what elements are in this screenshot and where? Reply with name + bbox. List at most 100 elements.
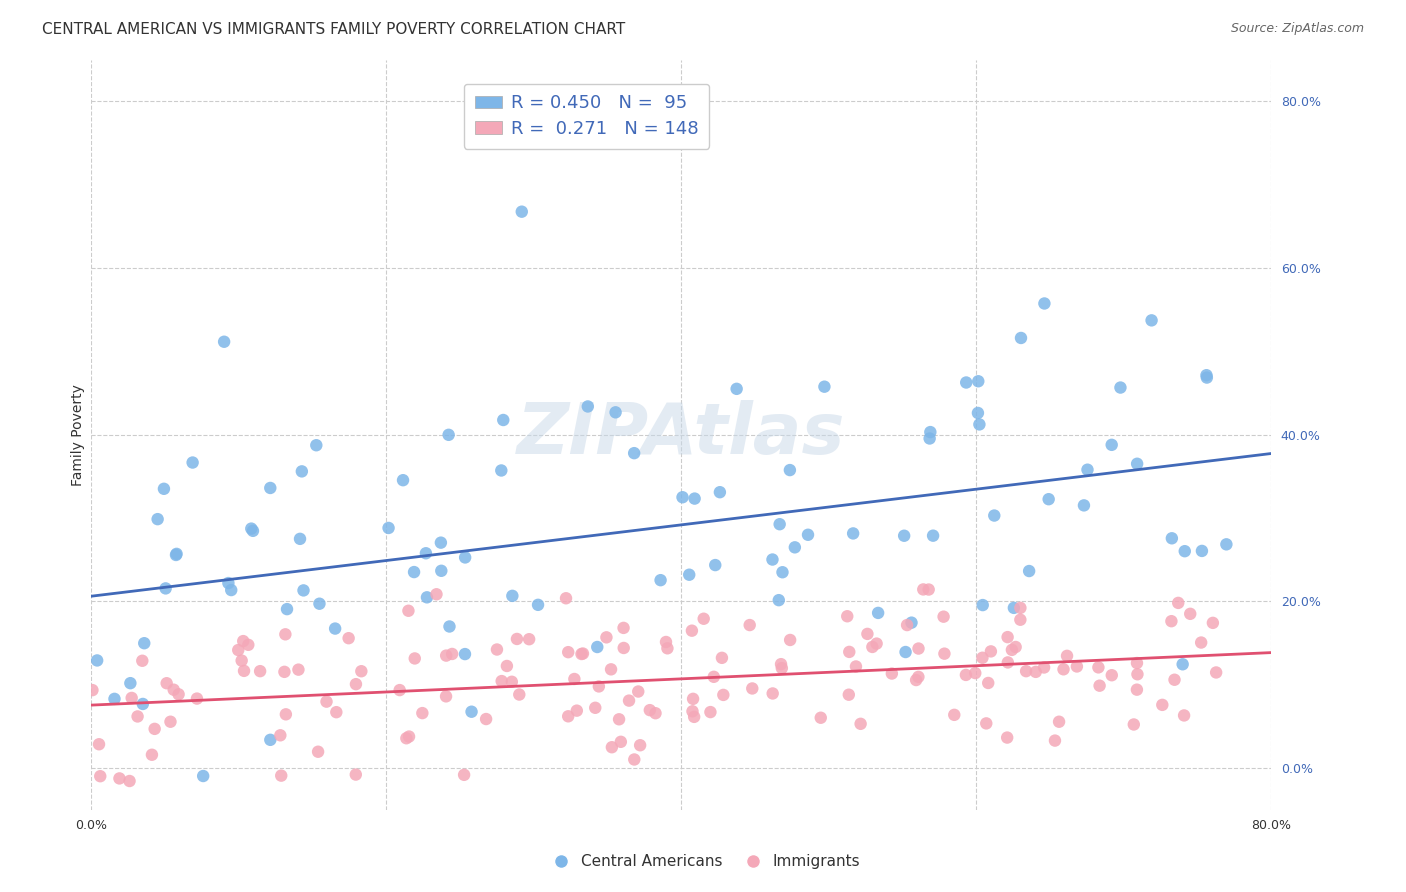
Point [1171, 657, 1194, 672]
Point [972, 650, 994, 665]
Point [1122, 717, 1144, 731]
Point [583, 700, 606, 714]
Point [943, 707, 966, 722]
Point [905, 673, 928, 687]
Point [1195, 368, 1218, 383]
Point [274, 627, 297, 641]
Point [572, 647, 595, 661]
Point [838, 645, 860, 659]
Point [761, 552, 783, 566]
Point [555, 591, 578, 606]
Point [1126, 656, 1149, 670]
Point [1163, 673, 1185, 687]
Point [153, 482, 176, 496]
Point [1195, 370, 1218, 384]
Point [838, 688, 860, 702]
Point [600, 662, 623, 676]
Point [439, 619, 461, 633]
Point [315, 695, 337, 709]
Point [377, 521, 399, 535]
Point [627, 684, 650, 698]
Point [997, 630, 1019, 644]
Point [501, 674, 523, 689]
Point [402, 565, 425, 579]
Point [132, 697, 155, 711]
Point [233, 664, 256, 678]
Point [955, 376, 977, 390]
Point [912, 582, 935, 597]
Point [682, 691, 704, 706]
Point [395, 731, 418, 746]
Legend: R = 0.450   N =  95, R =  0.271   N = 148: R = 0.450 N = 95, R = 0.271 N = 148 [464, 84, 709, 149]
Point [860, 640, 883, 654]
Text: Source: ZipAtlas.com: Source: ZipAtlas.com [1230, 22, 1364, 36]
Point [762, 686, 785, 700]
Point [769, 517, 792, 532]
Point [918, 582, 941, 597]
Point [628, 738, 651, 752]
Point [437, 427, 460, 442]
Point [396, 604, 419, 618]
Point [710, 650, 733, 665]
Point [704, 558, 727, 572]
Point [770, 657, 793, 672]
Point [711, 688, 734, 702]
Point [1215, 537, 1237, 551]
Point [1126, 667, 1149, 681]
Point [1033, 296, 1056, 310]
Point [783, 541, 806, 555]
Point [983, 508, 1005, 523]
Point [617, 693, 640, 707]
Point [1052, 662, 1074, 676]
Point [683, 491, 706, 506]
Point [1173, 708, 1195, 723]
Point [510, 204, 533, 219]
Point [738, 618, 761, 632]
Point [650, 573, 672, 587]
Point [323, 622, 346, 636]
Point [842, 526, 865, 541]
Point [398, 730, 420, 744]
Point [344, 677, 367, 691]
Point [121, 690, 143, 705]
Point [623, 752, 645, 766]
Point [770, 661, 793, 675]
Point [238, 638, 260, 652]
Point [768, 593, 790, 607]
Point [655, 635, 678, 649]
Point [269, 728, 291, 742]
Point [845, 659, 868, 673]
Point [974, 716, 997, 731]
Point [1109, 380, 1132, 394]
Point [501, 589, 523, 603]
Point [186, 691, 208, 706]
Point [1191, 544, 1213, 558]
Point [344, 767, 367, 781]
Point [932, 609, 955, 624]
Point [163, 682, 186, 697]
Point [1001, 643, 1024, 657]
Point [1076, 463, 1098, 477]
Point [259, 481, 281, 495]
Point [1047, 714, 1070, 729]
Point [249, 664, 271, 678]
Point [1167, 596, 1189, 610]
Point [219, 582, 242, 597]
Point [1066, 659, 1088, 673]
Point [305, 438, 328, 452]
Point [86, 653, 108, 667]
Point [288, 532, 311, 546]
Point [856, 627, 879, 641]
Point [291, 464, 314, 478]
Point [1189, 635, 1212, 649]
Legend: Central Americans, Immigrants: Central Americans, Immigrants [540, 848, 866, 875]
Point [1043, 733, 1066, 747]
Point [605, 405, 627, 419]
Point [308, 597, 330, 611]
Point [141, 747, 163, 762]
Point [586, 640, 609, 654]
Point [613, 640, 636, 655]
Point [134, 636, 156, 650]
Point [1101, 668, 1123, 682]
Point [166, 547, 188, 561]
